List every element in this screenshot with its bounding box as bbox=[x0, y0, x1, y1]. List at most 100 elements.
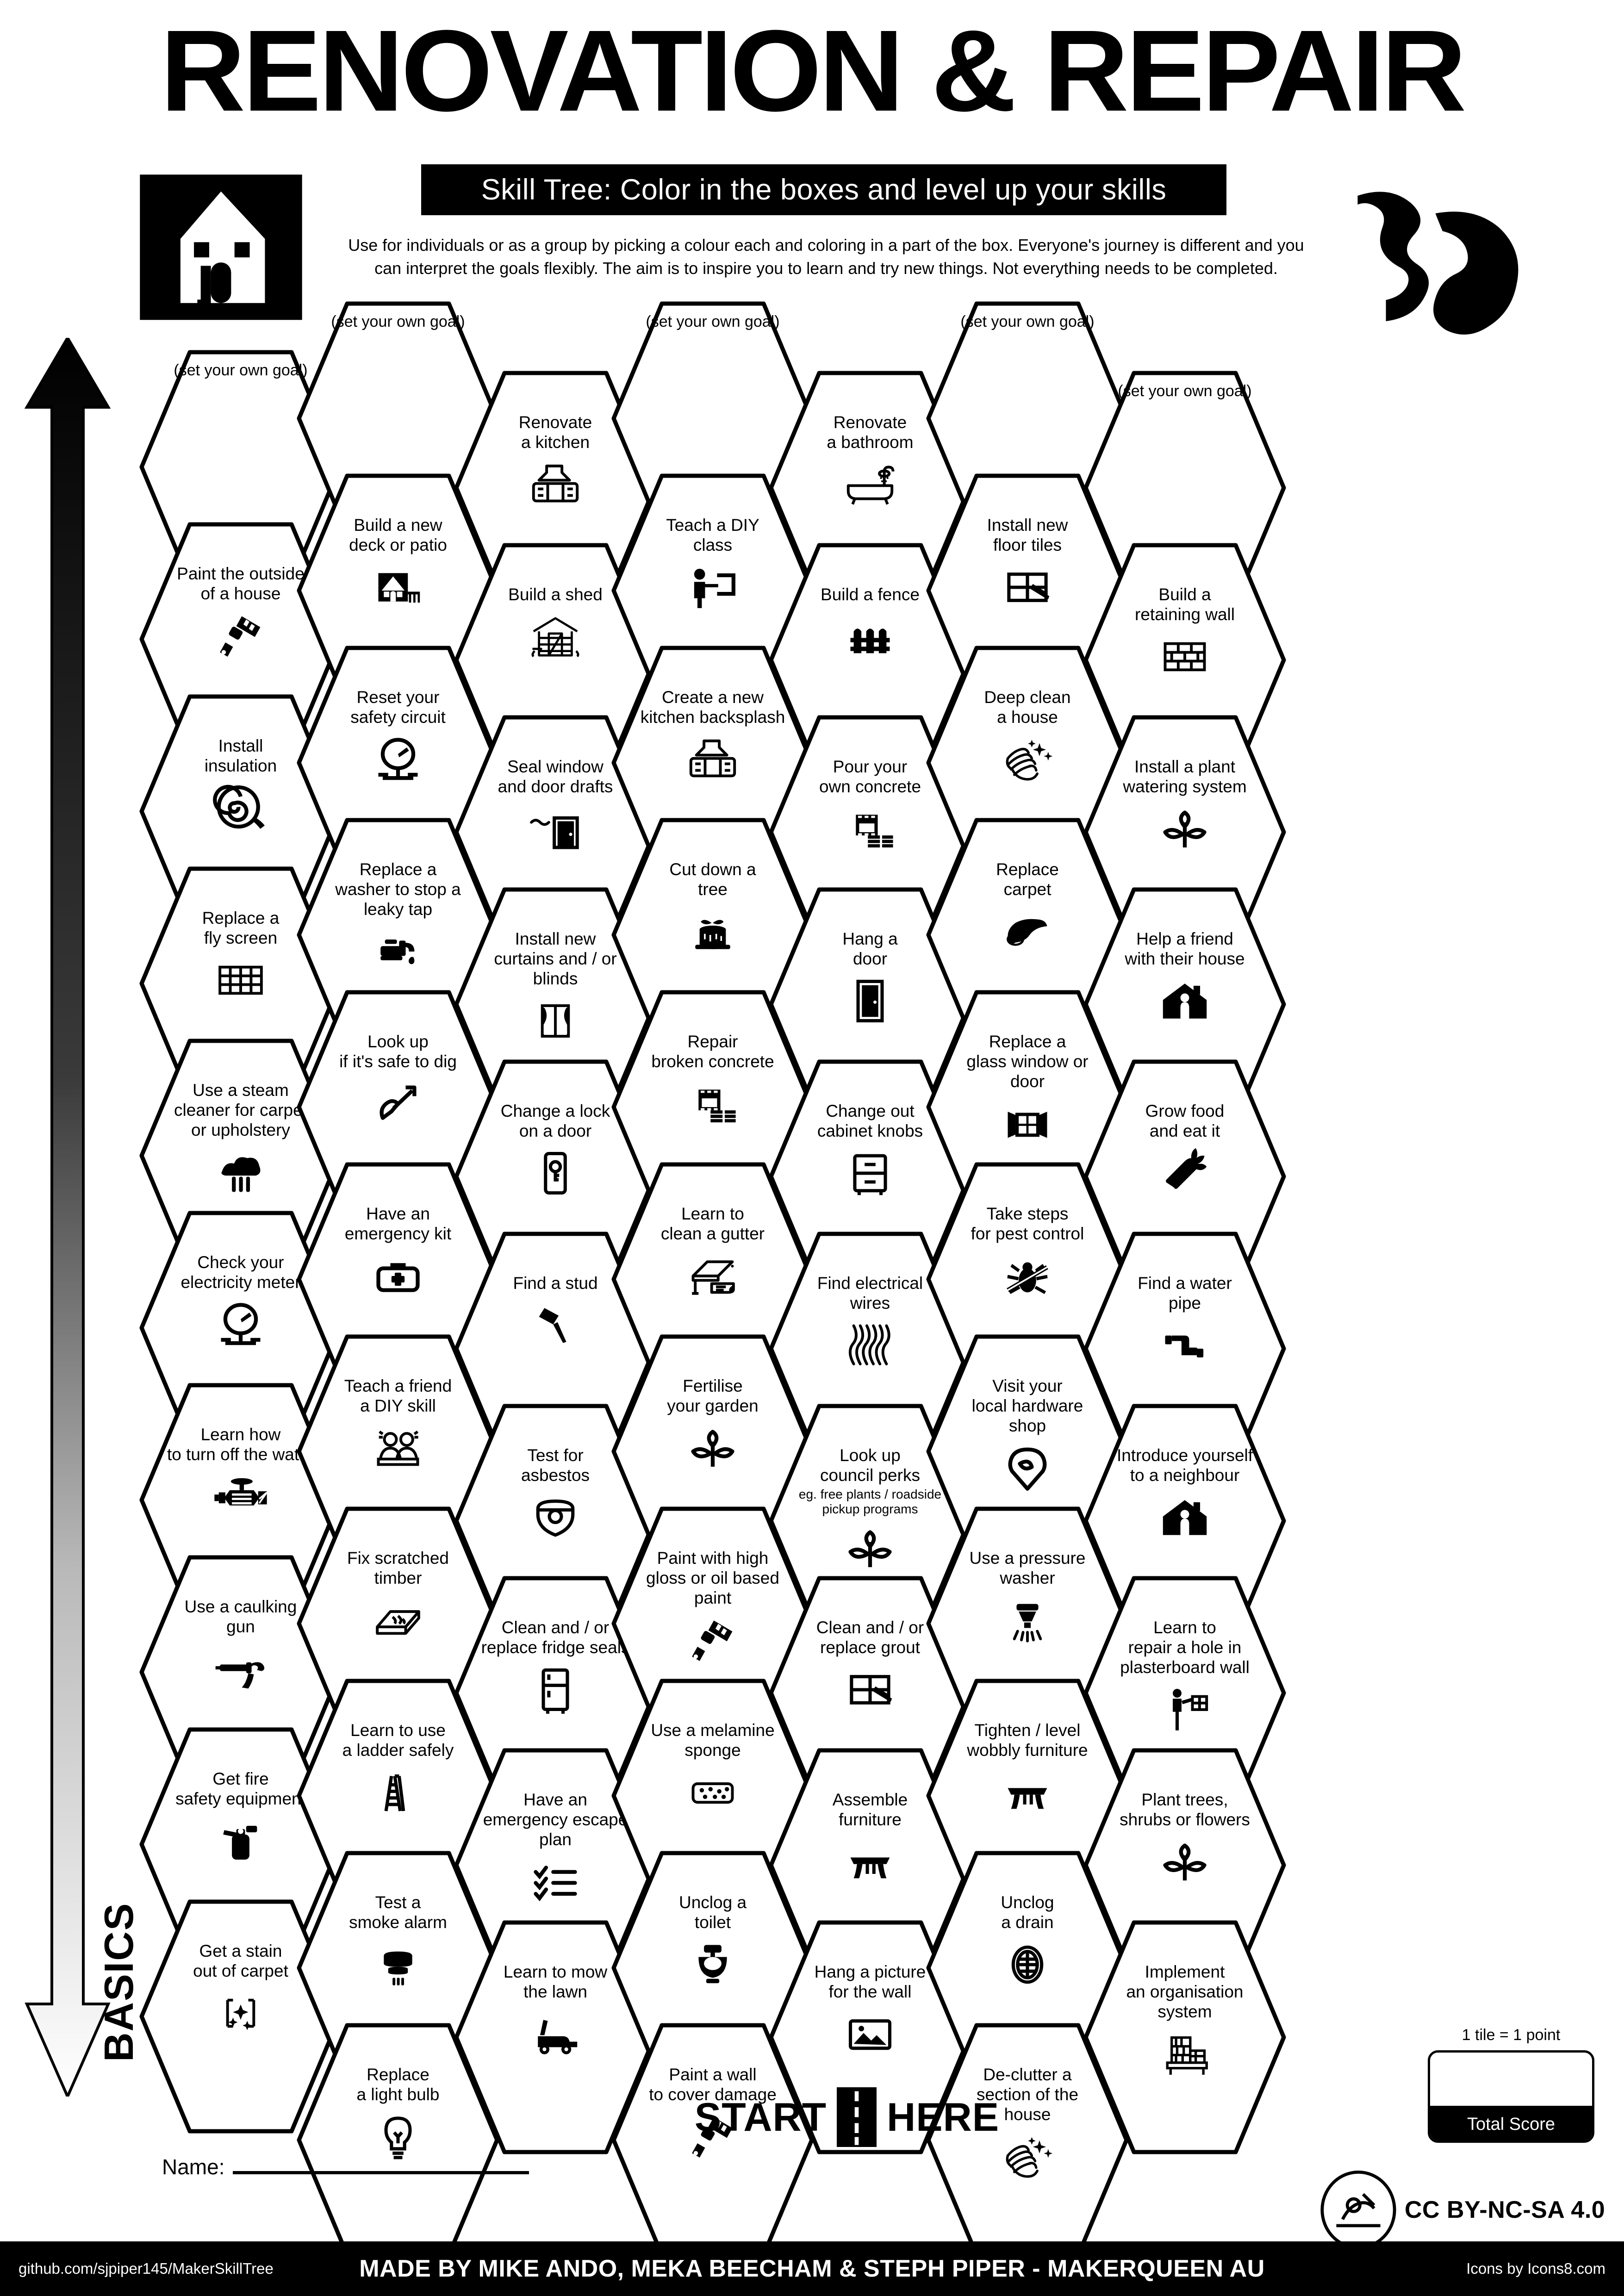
footer-icons-credit[interactable]: Icons by Icons8.com bbox=[1466, 2260, 1605, 2277]
tile-title: Learn how to turn off the water bbox=[167, 1425, 315, 1464]
tile-goal-placeholder: (set your own goal) bbox=[174, 361, 308, 379]
fence-icon bbox=[842, 610, 898, 664]
gutter-icon bbox=[685, 1249, 740, 1303]
shed-icon bbox=[528, 610, 583, 664]
paint-brush-logo-icon bbox=[1333, 185, 1527, 342]
tile-title: Tighten / level wobbly furniture bbox=[967, 1721, 1088, 1760]
road-icon bbox=[837, 2087, 877, 2147]
tile-title: Cut down a tree bbox=[669, 860, 756, 899]
start-label: START bbox=[694, 2095, 827, 2140]
tile-title: Find a water pipe bbox=[1138, 1274, 1232, 1313]
tile-point-note: 1 tile = 1 point bbox=[1462, 2026, 1561, 2044]
tile-title: Find a stud bbox=[513, 1274, 598, 1293]
subtitle-text: Skill Tree: Color in the boxes and level… bbox=[481, 174, 1167, 206]
brick-wall-icon bbox=[1157, 629, 1213, 684]
tile-title: Paint a wall to cover damage bbox=[649, 2065, 777, 2104]
plant-icon bbox=[842, 1521, 898, 1576]
tile-title: Test a smoke alarm bbox=[349, 1893, 447, 1932]
tile-title: Assemble furniture bbox=[832, 1790, 908, 1829]
house-person-icon bbox=[1157, 974, 1213, 1028]
tile-title: Hang a door bbox=[842, 929, 898, 968]
name-input-line[interactable] bbox=[233, 2170, 529, 2174]
lawn-mower-icon bbox=[528, 2007, 583, 2061]
plant-icon bbox=[1157, 802, 1213, 856]
light-bulb-icon bbox=[370, 2109, 426, 2164]
door-lock-icon bbox=[528, 1146, 583, 1201]
fridge-icon bbox=[528, 1662, 583, 1717]
tile-title: Help a friend with their house bbox=[1125, 929, 1245, 968]
bathtub-icon bbox=[842, 457, 898, 512]
tile-title: Visit your local hardware shop bbox=[971, 1376, 1083, 1435]
door-draft-icon bbox=[528, 802, 583, 856]
sponge-icon bbox=[685, 1765, 740, 1820]
wall-repair-icon bbox=[1157, 1682, 1213, 1737]
name-label: Name: bbox=[162, 2155, 225, 2179]
tile-title: Replace a light bulb bbox=[356, 2065, 440, 2104]
name-field-row[interactable]: Name: bbox=[162, 2154, 529, 2179]
teacher-icon bbox=[685, 560, 740, 615]
tile-title: Fix scratched timber bbox=[347, 1549, 449, 1587]
kitchen-range-icon bbox=[685, 732, 740, 787]
kitchen-range-icon bbox=[528, 457, 583, 512]
tile-title: Change a lock on a door bbox=[500, 1101, 610, 1140]
fly-screen-icon bbox=[213, 953, 268, 1008]
score-input-area[interactable] bbox=[1430, 2053, 1592, 2106]
house-person-icon bbox=[1157, 1490, 1213, 1545]
respirator-icon bbox=[528, 1490, 583, 1545]
total-score-label: Total Score bbox=[1430, 2106, 1592, 2140]
steam-cleaner-icon bbox=[213, 1145, 268, 1200]
skill-tile[interactable]: De-clutter a section of the house bbox=[926, 2022, 1129, 2258]
tile-title: Use a melamine sponge bbox=[651, 1721, 775, 1760]
carpet-roll-icon bbox=[1000, 904, 1055, 959]
tile-title: Renovate a bathroom bbox=[827, 413, 914, 452]
meter-gauge-icon bbox=[370, 732, 426, 787]
tile-title: Repair broken concrete bbox=[651, 1032, 774, 1071]
first-aid-kit-icon bbox=[370, 1249, 426, 1303]
tile-title: Look up council perks bbox=[820, 1446, 920, 1485]
tile-title: Change out cabinet knobs bbox=[817, 1101, 923, 1140]
clean-hands-icon bbox=[1000, 732, 1055, 787]
tile-title: Find electrical wires bbox=[817, 1274, 923, 1313]
skill-tile[interactable]: Implement an organisation system bbox=[1083, 1920, 1287, 2155]
tile-title: Deep clean a house bbox=[984, 688, 1071, 727]
tile-title: Get a stain out of carpet bbox=[193, 1941, 288, 1980]
footer-bar: github.com/sjpiper145/MakerSkillTree MAD… bbox=[0, 2241, 1624, 2296]
tile-title: Paint the outside of a house bbox=[177, 564, 305, 603]
page-title: RENOVATION & REPAIR bbox=[160, 6, 1466, 135]
skill-tile[interactable]: Paint a wall to cover damage bbox=[611, 2022, 815, 2258]
total-score-box[interactable]: Total Score bbox=[1428, 2050, 1594, 2143]
tile-title: Get fire safety equipment bbox=[175, 1769, 306, 1808]
cabinet-icon bbox=[842, 1146, 898, 1201]
tile-title: Clean and / or replace fridge seals bbox=[481, 1618, 630, 1657]
insulation-roll-icon bbox=[213, 781, 268, 835]
blinds-icon bbox=[528, 994, 583, 1048]
wires-icon bbox=[842, 1318, 898, 1373]
meter-gauge-icon bbox=[213, 1297, 268, 1352]
tile-goal-placeholder: (set your own goal) bbox=[1118, 382, 1252, 400]
tile-title: Learn to repair a hole in plasterboard wal… bbox=[1120, 1618, 1250, 1677]
pipe-icon bbox=[1157, 1318, 1213, 1373]
skill-tile[interactable]: Hang a picture for the wall bbox=[768, 1920, 972, 2155]
checklist-icon bbox=[528, 1854, 583, 1909]
skill-tile[interactable]: Learn to mow the lawn bbox=[454, 1920, 657, 2155]
tile-title: Unclog a drain bbox=[1001, 1893, 1054, 1932]
level-axis bbox=[23, 338, 134, 2097]
plant-icon bbox=[685, 1421, 740, 1475]
tile-title: Install a plant watering system bbox=[1123, 757, 1247, 796]
footer-credits: MADE BY MIKE ANDO, MEKA BEECHAM & STEPH … bbox=[359, 2255, 1265, 2282]
here-label: HERE bbox=[887, 2095, 1000, 2140]
nail-icon bbox=[528, 1298, 583, 1353]
shelf-icon bbox=[1157, 2027, 1213, 2081]
tile-title: Seal window and door drafts bbox=[498, 757, 613, 796]
paint-brush-icon bbox=[685, 2109, 740, 2164]
tile-title: Take steps for pest control bbox=[971, 1204, 1084, 1243]
skill-tile[interactable]: Get a stain out of carpet bbox=[139, 1899, 342, 2134]
tile-title: Learn to use a ladder safely bbox=[342, 1721, 454, 1760]
tile-title: Create a new kitchen backsplash bbox=[640, 688, 785, 727]
tile-title: Build a retaining wall bbox=[1135, 585, 1235, 624]
tile-title: Unclog a toilet bbox=[678, 1893, 747, 1932]
footer-repo-link[interactable]: github.com/sjpiper145/MakerSkillTree bbox=[19, 2260, 274, 2277]
tile-title: Replace a washer to stop a leaky tap bbox=[335, 860, 461, 919]
concrete-bag-icon bbox=[685, 1076, 740, 1131]
tile-title: Hang a picture for the wall bbox=[814, 1962, 926, 2001]
